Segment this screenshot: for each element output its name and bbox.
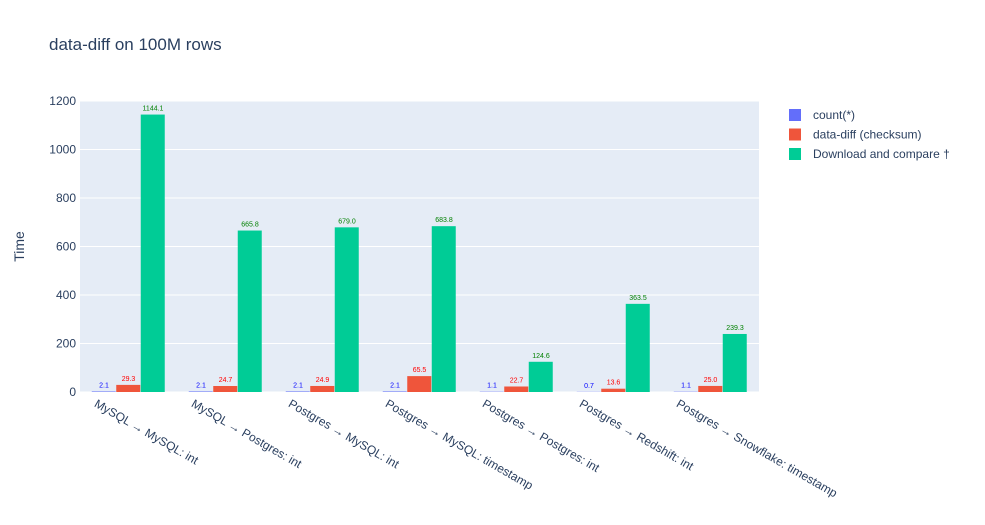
bar [334,227,359,392]
bar [528,361,553,392]
y-tick-label: 600 [56,240,76,254]
data-label: 0.7 [584,383,594,390]
legend[interactable]: count(*) data-diff (checksum) Download and… [789,108,950,161]
bar [431,226,456,392]
bar [310,385,335,392]
y-tick-label: 0 [69,385,76,399]
bars [91,114,747,392]
legend-label: Download and compare † [813,147,950,161]
y-axis-title: Time [11,231,27,262]
legend-swatch [789,148,801,160]
bar [91,391,116,392]
bar [140,114,165,392]
bar [213,386,238,392]
y-tick-label: 1000 [49,143,76,157]
y-tick-label: 800 [56,191,76,205]
data-label: 29.3 [122,376,136,383]
data-label: 1.1 [487,383,497,390]
data-label: 679.0 [338,218,356,225]
chart-title: data-diff on 100M rows [49,35,222,54]
legend-item[interactable]: Download and compare † [789,147,950,161]
bar [625,303,650,392]
data-label: 13.6 [607,380,621,387]
data-label: 65.5 [413,367,427,374]
data-label: 25.0 [704,377,718,384]
bar [188,391,213,392]
legend-swatch [789,128,801,141]
data-labels: 2.1 29.3 1144.1 2.1 24.7 665.8 2.1 24.9 679.0 2.1… [99,106,744,390]
data-label: 665.8 [241,222,259,229]
data-label: 239.3 [726,325,744,332]
data-label: 1144.1 [143,106,164,113]
x-tick-label: MySQL → MySQL: int [92,396,201,467]
data-label: 24.7 [219,377,233,384]
bar [382,391,407,392]
bar [722,333,747,392]
data-label: 24.9 [316,377,330,384]
data-label: 2.1 [390,382,400,389]
data-label: 683.8 [435,217,453,224]
bar [601,388,626,392]
legend-swatch [789,109,801,121]
y-tick-label: 200 [56,337,76,351]
data-label: 1.1 [681,383,691,390]
y-tick-label: 400 [56,288,76,302]
data-label: 363.5 [629,295,647,302]
data-label: 2.1 [99,382,109,389]
bar [698,385,723,392]
bar [285,391,310,392]
bar [116,384,141,392]
legend-label: count(*) [813,108,855,122]
x-tick-label: Postgres → Snowflake: timestamp [674,396,840,500]
bar [237,230,262,392]
legend-label: data-diff (checksum) [813,128,922,142]
legend-item[interactable]: count(*) [789,108,855,122]
data-label: 2.1 [293,382,303,389]
bar [407,376,432,392]
bar [504,386,529,392]
legend-item[interactable]: data-diff (checksum) [789,128,922,142]
data-label: 124.6 [532,353,550,360]
data-label: 2.1 [196,382,206,389]
data-label: 22.7 [510,377,524,384]
y-tick-label: 1200 [49,94,76,108]
y-axis-ticks: 0 200 400 600 800 1000 1200 [49,94,76,399]
